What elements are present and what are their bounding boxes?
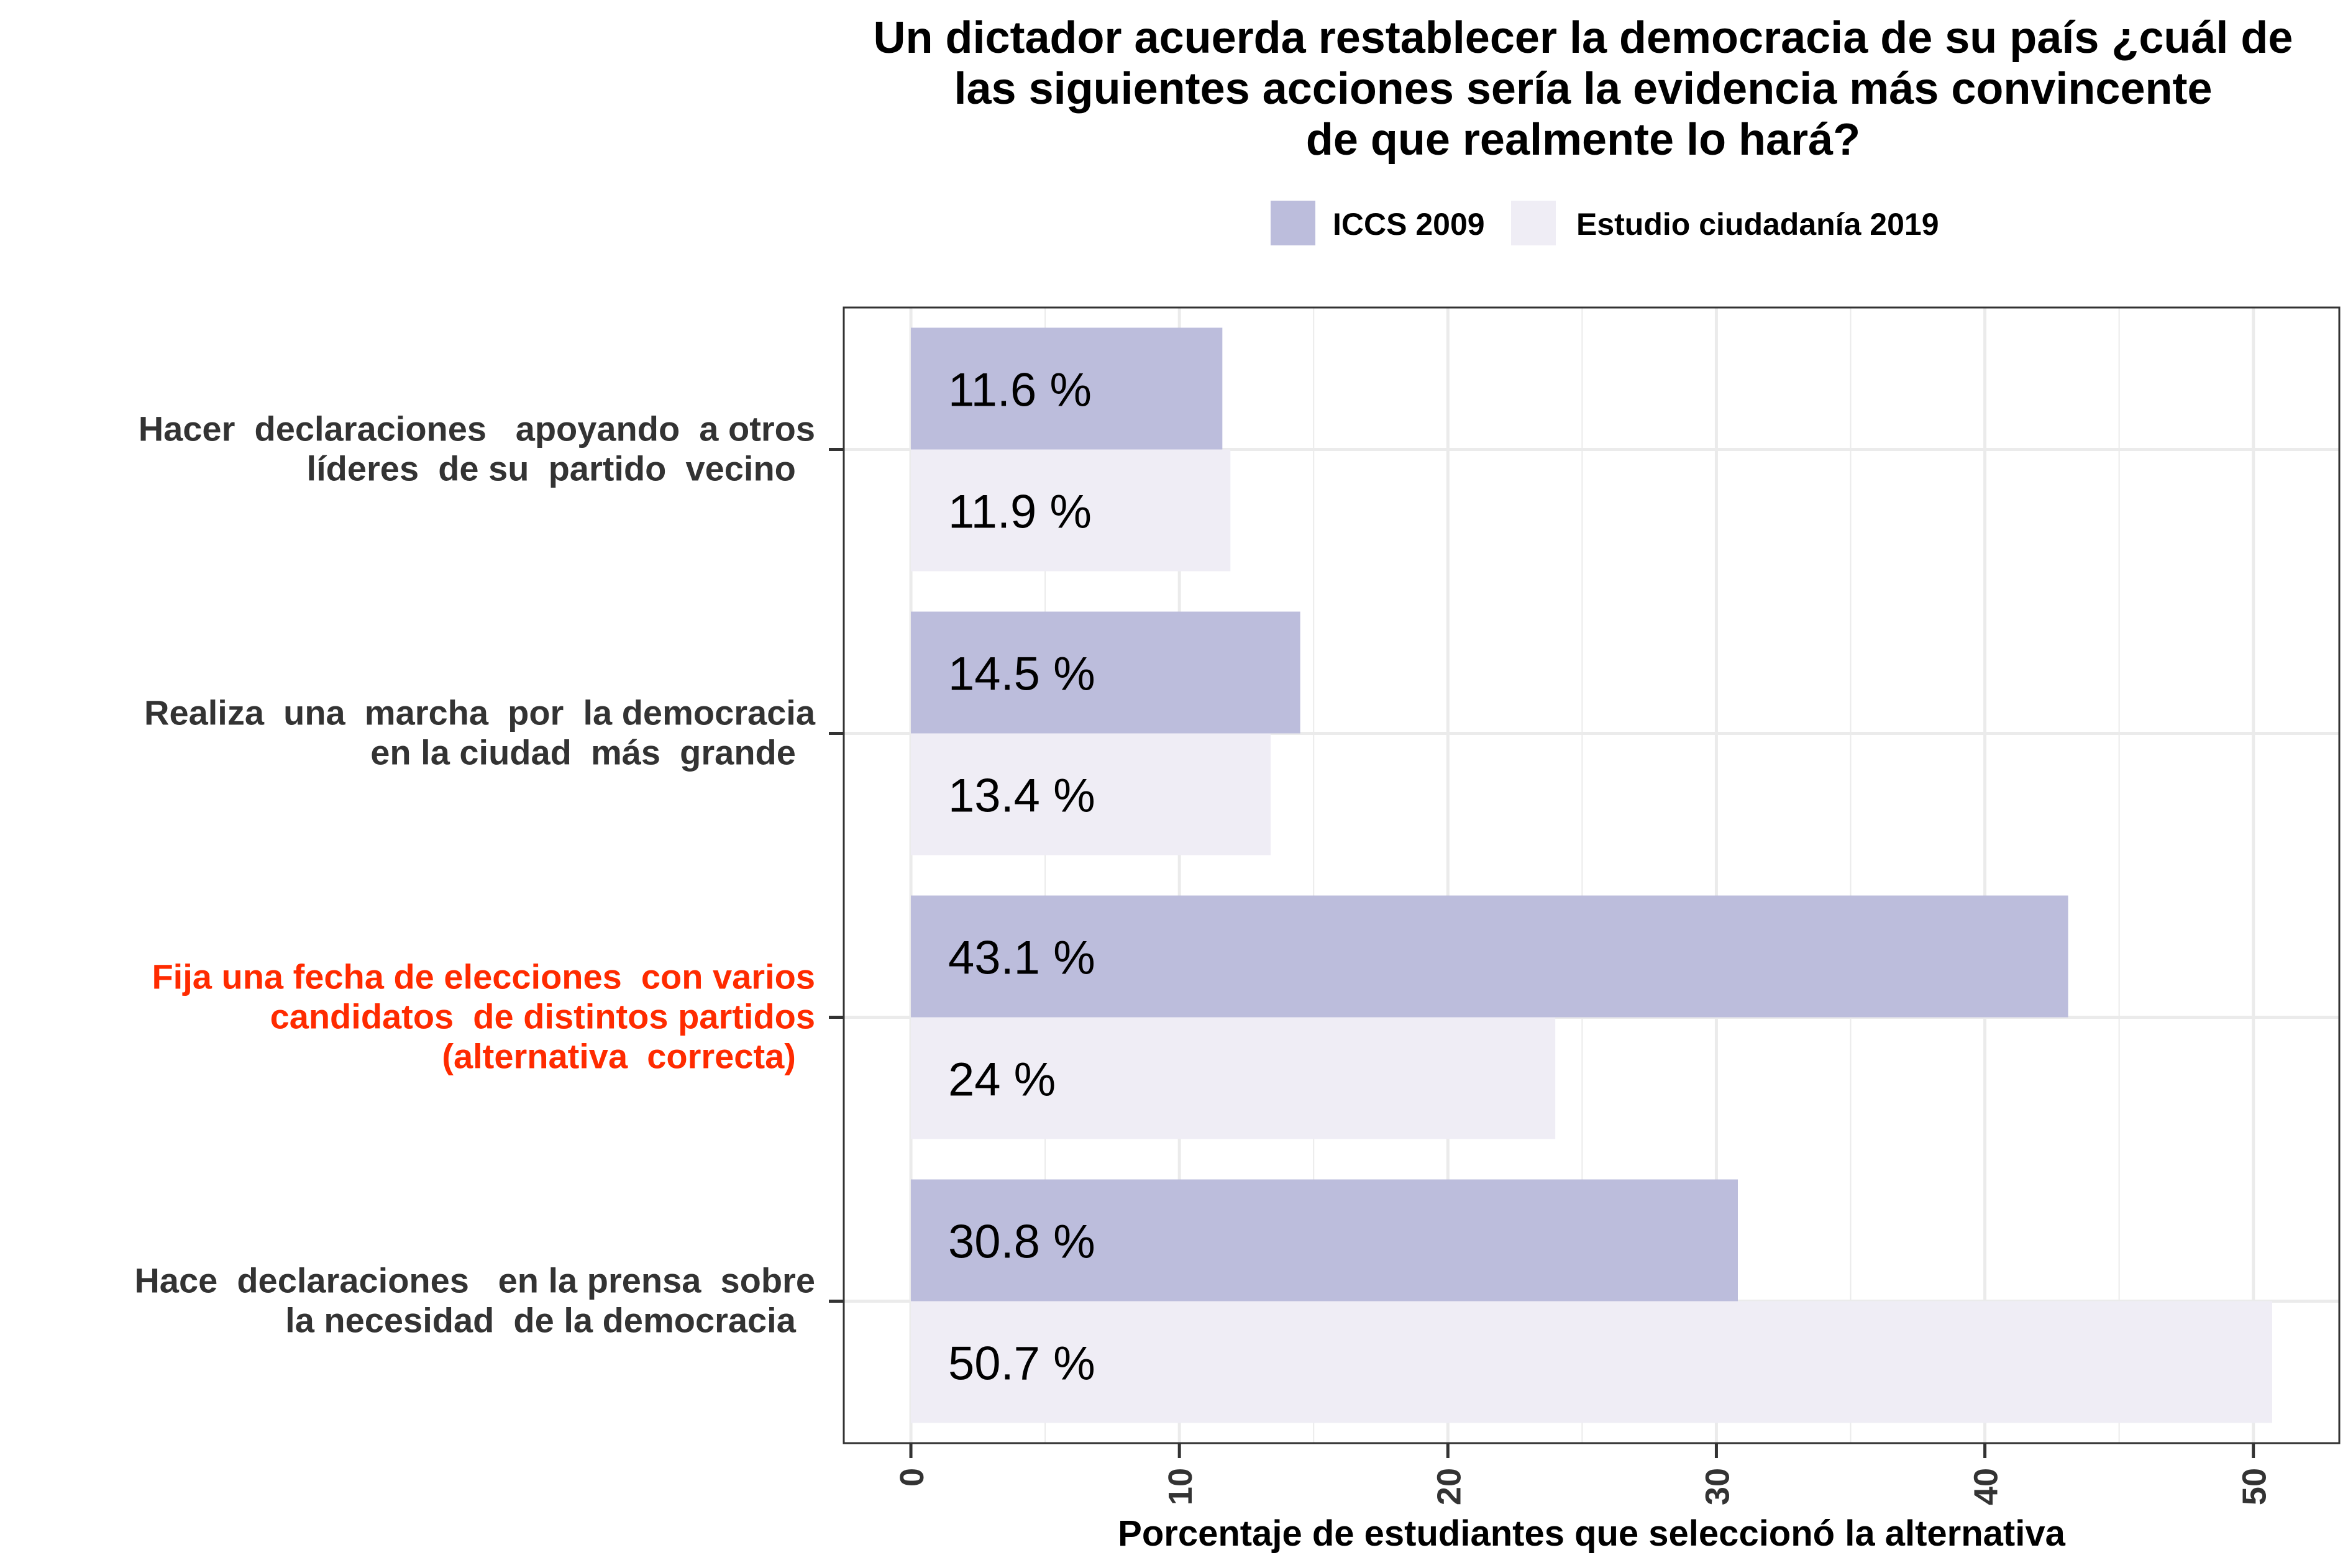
legend-label: ICCS 2009 bbox=[1333, 207, 1485, 242]
x-tick-label: 0 bbox=[893, 1468, 931, 1487]
data-label: 24 % bbox=[948, 1054, 1056, 1106]
legend-label: Estudio ciudadanía 2019 bbox=[1576, 207, 1939, 242]
category-label: (alternativa correcta) bbox=[442, 1037, 815, 1076]
data-label: 11.9 % bbox=[948, 486, 1092, 539]
x-tick-label: 40 bbox=[1968, 1468, 2005, 1505]
x-tick-label: 50 bbox=[2236, 1468, 2273, 1505]
category-label: en la ciudad más grande bbox=[370, 733, 815, 772]
x-axis-title: Porcentaje de estudiantes que seleccionó… bbox=[1118, 1513, 2065, 1554]
bar bbox=[911, 895, 2068, 1018]
chart-title-line: Un dictador acuerda restablecer la democ… bbox=[874, 13, 2293, 63]
category-label: candidatos de distintos partidos bbox=[270, 997, 815, 1036]
chart-title-line: de que realmente lo hará? bbox=[1306, 115, 1860, 165]
legend-key bbox=[1271, 201, 1315, 245]
x-tick-label: 10 bbox=[1162, 1468, 1199, 1505]
bar bbox=[911, 327, 1223, 450]
data-label: 43.1 % bbox=[948, 932, 1095, 985]
data-label: 11.6 % bbox=[948, 364, 1092, 417]
category-label: Fija una fecha de elecciones con varios bbox=[152, 957, 815, 996]
bar bbox=[911, 1017, 1556, 1139]
x-tick-label: 30 bbox=[1699, 1468, 1736, 1505]
data-label: 50.7 % bbox=[948, 1338, 1095, 1390]
chart-title-line: las siguientes acciones sería la evidenc… bbox=[954, 64, 2213, 114]
bar bbox=[911, 1301, 2272, 1423]
bar bbox=[911, 1179, 1738, 1301]
data-label: 30.8 % bbox=[948, 1216, 1095, 1269]
plot-frame bbox=[843, 306, 2341, 1444]
category-label: Realiza una marcha por la democracia bbox=[144, 693, 816, 732]
bar bbox=[911, 449, 1231, 572]
bar bbox=[911, 611, 1300, 734]
legend-key bbox=[1511, 201, 1556, 245]
x-tick-label: 20 bbox=[1430, 1468, 1468, 1505]
bar bbox=[911, 733, 1271, 855]
category-label: Hace declaraciones en la prensa sobre bbox=[134, 1261, 815, 1300]
category-label: líderes de su partido vecino bbox=[307, 449, 815, 488]
data-label: 14.5 % bbox=[948, 648, 1095, 701]
category-label: la necesidad de la democracia bbox=[285, 1301, 815, 1340]
data-label: 13.4 % bbox=[948, 770, 1095, 823]
category-label: Hacer declaraciones apoyando a otros bbox=[139, 409, 815, 449]
